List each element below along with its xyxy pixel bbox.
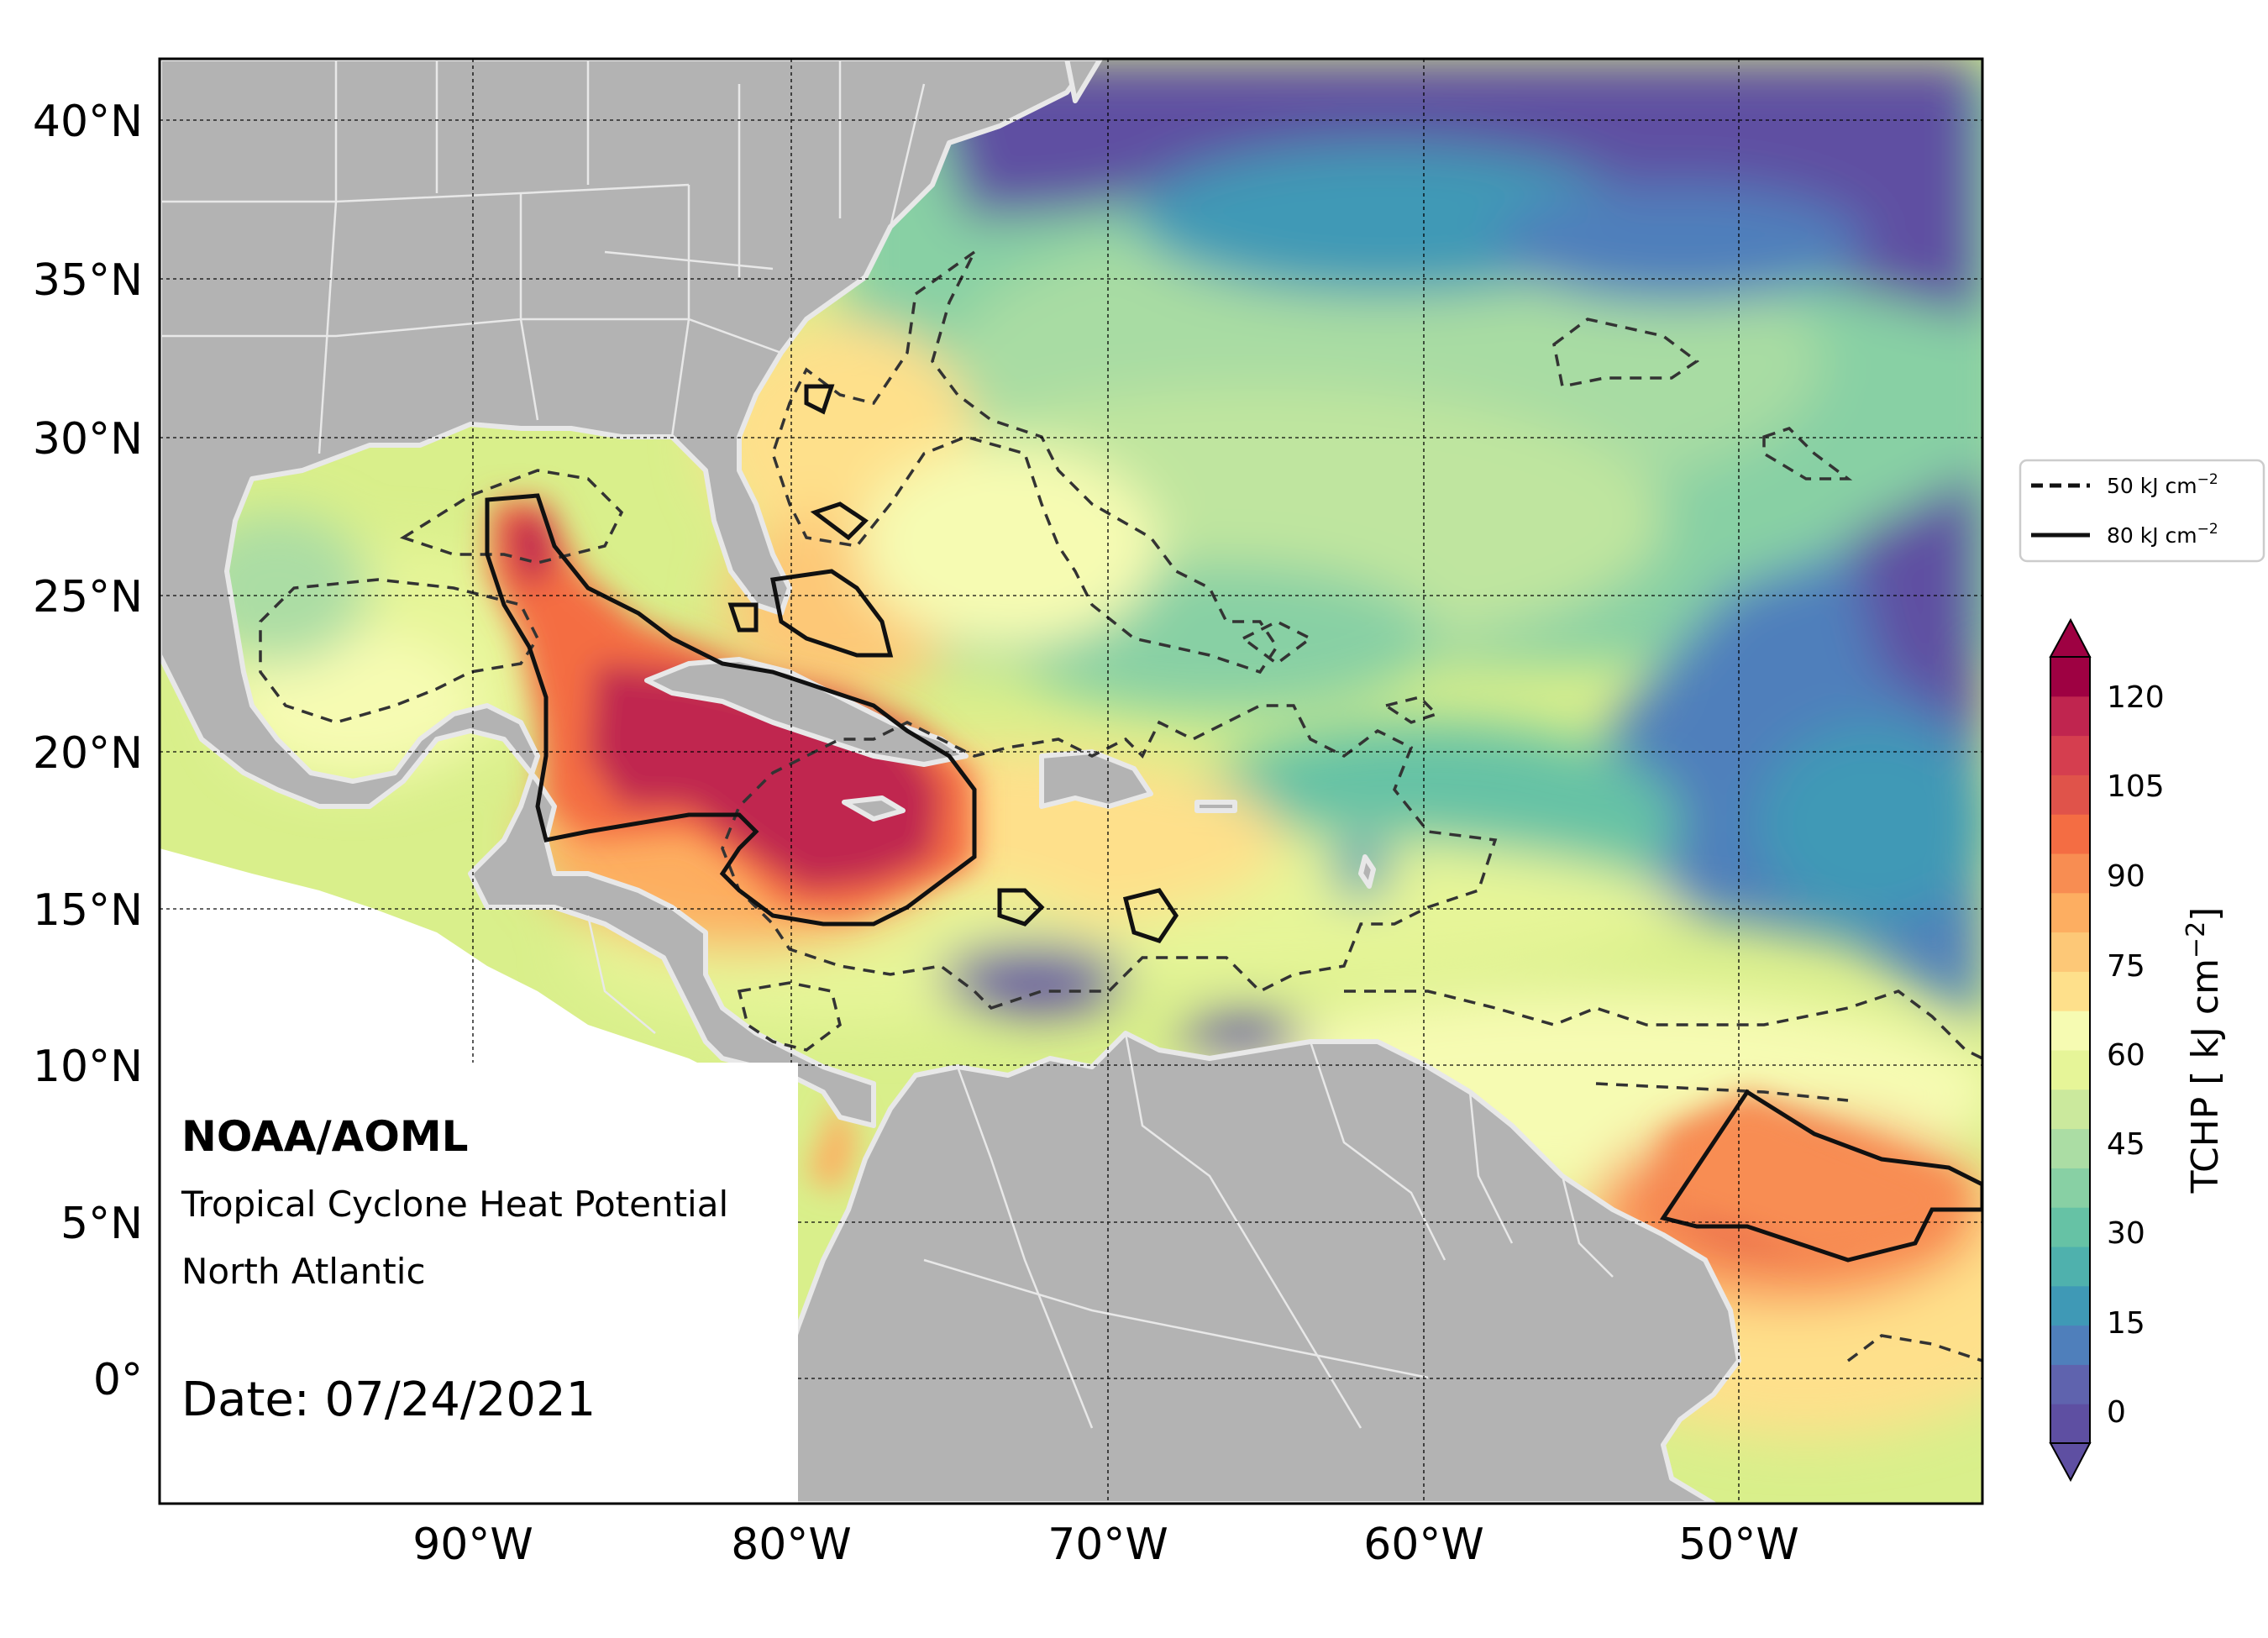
colorbar-tick: 45 — [2107, 1127, 2145, 1162]
contour-legend: 50 kJ cm−2 80 kJ cm−2 — [2019, 459, 2265, 563]
org-title: NOAA/AOML — [181, 1112, 468, 1161]
land-puerto-rico — [1194, 800, 1237, 813]
colorbar-band — [2050, 696, 2090, 737]
info-box — [160, 1063, 798, 1504]
map-frame — [158, 57, 1984, 1505]
colorbar-tick: 105 — [2107, 769, 2165, 804]
lat-tick: 5°N — [60, 1199, 143, 1249]
colorbar-band — [2050, 1404, 2090, 1444]
colorbar-band — [2050, 1089, 2090, 1130]
colorbar-band — [2050, 1050, 2090, 1090]
colorbar: 120 105 90 75 60 45 30 15 0 TCHP [ kJ cm… — [2049, 617, 2227, 1483]
lat-axis: 40°N 35°N 30°N 25°N 20°N 15°N 10°N 5°N 0… — [33, 97, 143, 1405]
land-cuba — [644, 657, 969, 767]
legend-80-label: 80 kJ cm−2 — [2107, 521, 2218, 548]
colorbar-tick: 90 — [2107, 859, 2145, 894]
colorbar-frame — [2050, 656, 2091, 1444]
colorbar-min-arrow — [2049, 1442, 2092, 1483]
lon-tick: 60°W — [1363, 1520, 1484, 1570]
colorbar-band — [2050, 814, 2090, 854]
lat-tick: 40°N — [33, 97, 143, 147]
lat-tick: 35°N — [33, 255, 143, 306]
colorbar-band — [2050, 1128, 2090, 1168]
colorbar-tick: 15 — [2107, 1306, 2145, 1341]
colorbar-band — [2050, 1325, 2090, 1365]
colorbar-band — [2050, 774, 2090, 815]
colorbar-band — [2050, 1285, 2090, 1326]
lat-tick: 15°N — [33, 885, 143, 936]
colorbar-tick: 30 — [2107, 1216, 2145, 1251]
lat-tick: 0° — [93, 1355, 143, 1405]
colorbar-band — [2050, 853, 2090, 894]
colorbar-max-arrow — [2049, 617, 2092, 658]
lat-tick: 30°N — [33, 414, 143, 465]
colorbar-label: TCHP [ kJ cm−2] — [2181, 907, 2227, 1194]
colorbar-band — [2050, 657, 2090, 697]
colorbar-band — [2050, 1247, 2090, 1287]
date-label: Date: 07/24/2021 — [181, 1373, 596, 1427]
colorbar-tick: 60 — [2107, 1038, 2145, 1073]
land-hispaniola — [1039, 749, 1153, 809]
land-jamaica — [842, 795, 906, 822]
lon-tick: 70°W — [1047, 1520, 1168, 1570]
region-label: North Atlantic — [181, 1251, 426, 1292]
contour-80-solid — [485, 384, 1982, 1263]
lon-tick: 50°W — [1678, 1520, 1799, 1570]
lon-tick: 90°W — [412, 1520, 533, 1570]
legend-50-label: 50 kJ cm−2 — [2107, 471, 2218, 498]
lon-tick: 80°W — [731, 1520, 852, 1570]
lat-tick: 25°N — [33, 572, 143, 622]
colorbar-band — [2050, 1168, 2090, 1208]
political-borders — [160, 59, 1614, 1429]
colorbar-tick: 0 — [2107, 1395, 2126, 1430]
colorbar-band — [2050, 1207, 2090, 1247]
land-south-america — [753, 1031, 1741, 1504]
colorbar-tick: 75 — [2107, 949, 2145, 984]
colorbar-band — [2050, 1011, 2090, 1051]
product-subtitle: Tropical Cyclone Heat Potential — [181, 1184, 728, 1225]
land-north-america — [160, 59, 1095, 1128]
colorbar-tick: 120 — [2107, 680, 2165, 715]
colorbar-bands — [2050, 657, 2090, 1444]
lon-axis: 90°W 80°W 70°W 60°W 50°W — [412, 1520, 1799, 1570]
colorbar-band — [2050, 1364, 2090, 1404]
colorbar-band — [2050, 735, 2090, 775]
lat-tick: 10°N — [33, 1042, 143, 1092]
land-lesser-antilles — [1358, 854, 1376, 889]
lat-tick: 20°N — [33, 728, 143, 779]
map-plot-area — [160, 59, 1982, 1504]
colorbar-band — [2050, 932, 2090, 972]
colorbar-band — [2050, 892, 2090, 933]
colorbar-band — [2050, 971, 2090, 1011]
colorbar-ticks: 120 105 90 75 60 45 30 15 0 — [2107, 680, 2165, 1430]
